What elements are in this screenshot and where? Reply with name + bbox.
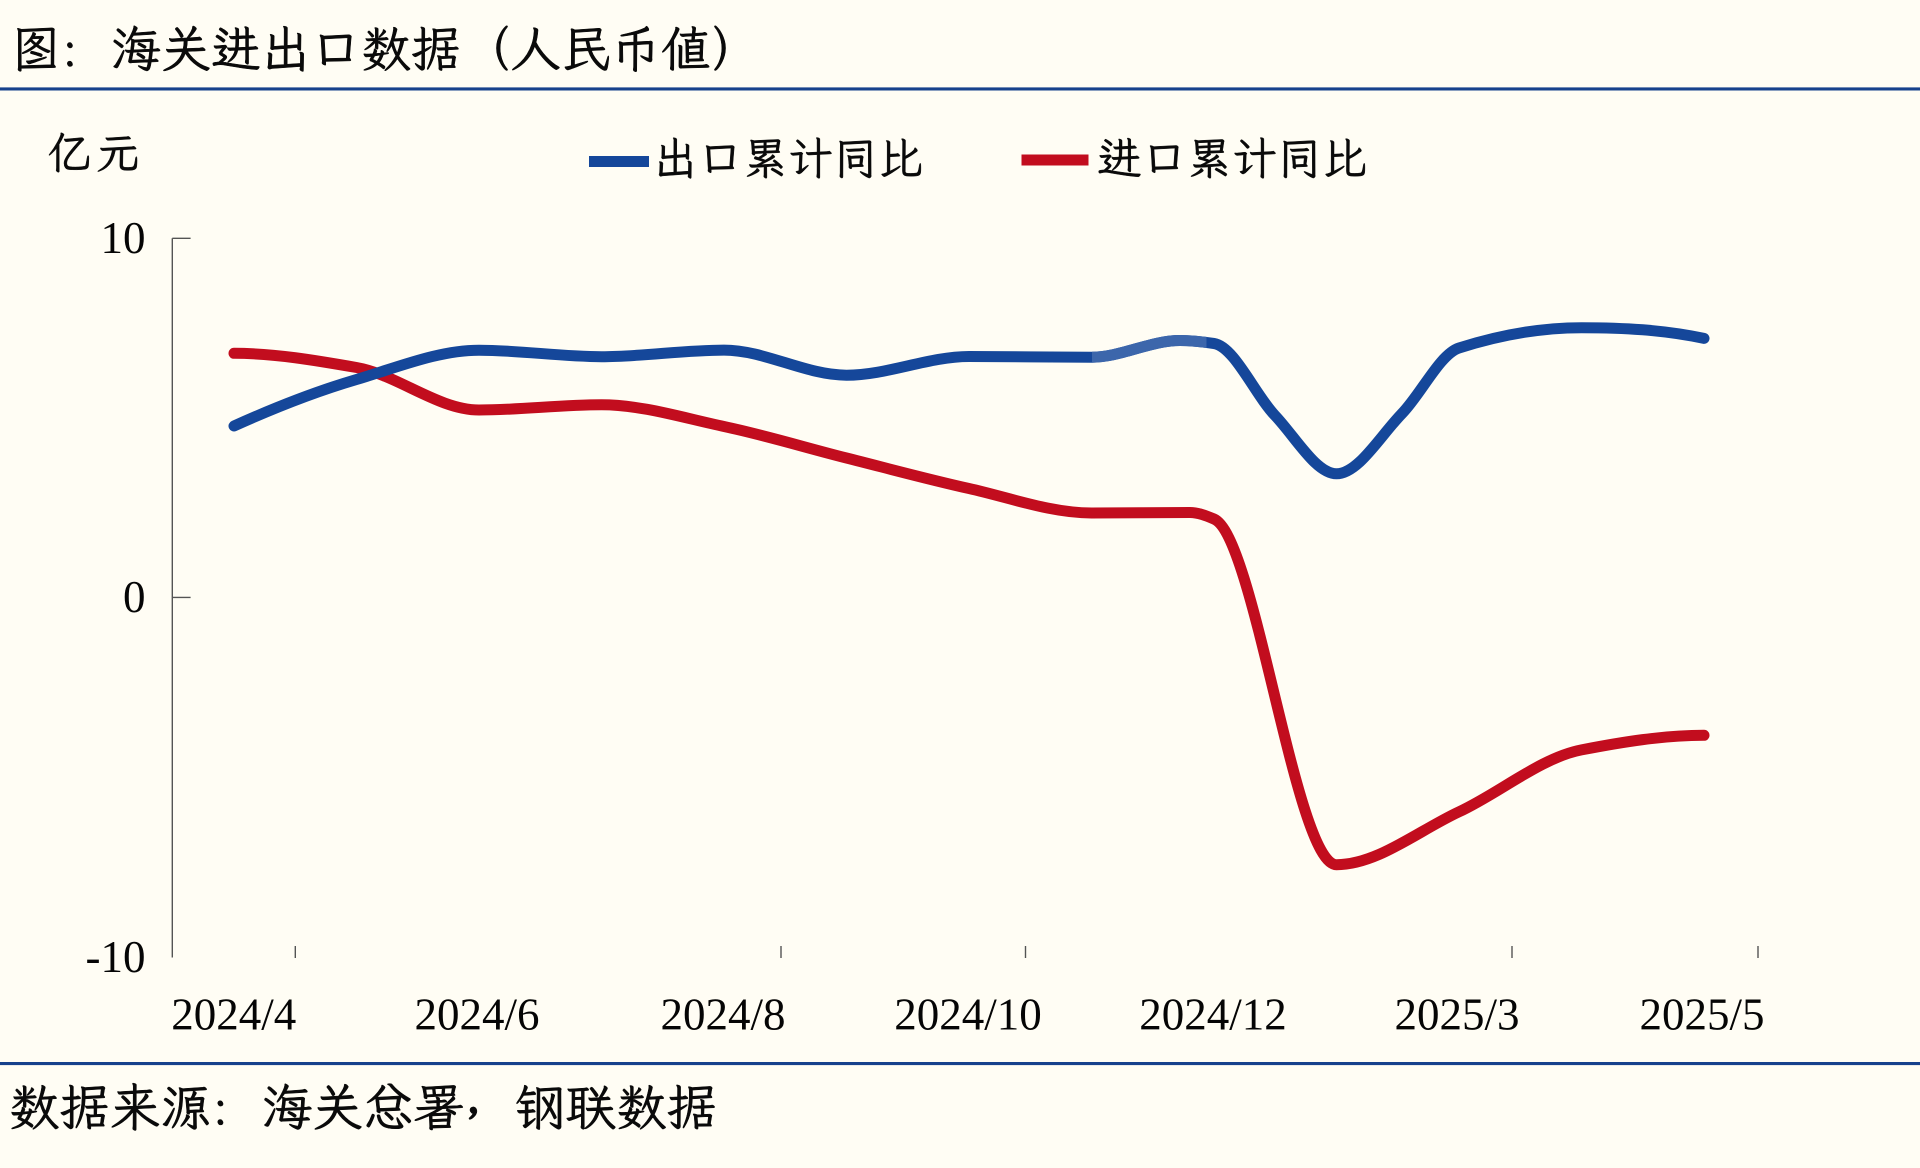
svg-text:2025/3: 2025/3: [1394, 990, 1519, 1040]
svg-text:2024/6: 2024/6: [414, 990, 539, 1040]
svg-text:2024/8: 2024/8: [660, 990, 785, 1040]
svg-text:-10: -10: [86, 932, 146, 982]
svg-text:2025/5: 2025/5: [1639, 990, 1764, 1040]
svg-text:10: 10: [101, 213, 146, 263]
svg-text:0: 0: [123, 572, 146, 622]
svg-text:2024/12: 2024/12: [1139, 990, 1287, 1040]
svg-text:2024/4: 2024/4: [171, 990, 296, 1040]
svg-text:2024/10: 2024/10: [894, 990, 1042, 1040]
